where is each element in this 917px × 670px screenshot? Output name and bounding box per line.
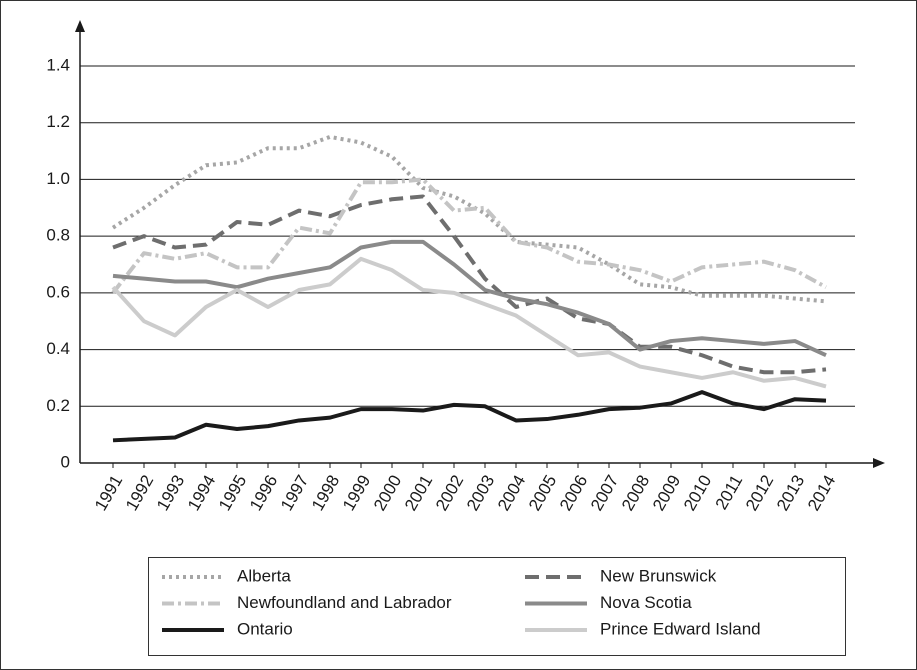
series-line <box>111 134 827 304</box>
legend-label: Ontario <box>237 619 293 638</box>
x-arrow <box>873 458 885 468</box>
y-tick-label: 0.6 <box>46 282 70 301</box>
legend-label: Newfoundland and Labrador <box>237 593 452 612</box>
y-tick-label: 1.2 <box>46 112 70 131</box>
legend-box <box>148 557 846 656</box>
y-tick-label: 0.4 <box>46 339 70 358</box>
series-line <box>111 177 827 295</box>
legend-label: New Brunswick <box>600 566 717 585</box>
y-tick-label: 0.8 <box>46 226 70 245</box>
legend-label: Prince Edward Island <box>600 619 761 638</box>
legend-label: Alberta <box>237 566 291 585</box>
y-arrow <box>75 20 85 32</box>
y-tick-label: 0 <box>61 452 70 471</box>
legend-label: Nova Scotia <box>600 593 692 612</box>
series-line <box>111 256 827 389</box>
y-tick-label: 0.2 <box>46 396 70 415</box>
series-line <box>112 239 827 358</box>
series-line <box>112 194 827 375</box>
y-tick-label: 1.0 <box>46 169 70 188</box>
y-tick-label: 1.4 <box>46 55 70 74</box>
series-line <box>112 390 827 443</box>
